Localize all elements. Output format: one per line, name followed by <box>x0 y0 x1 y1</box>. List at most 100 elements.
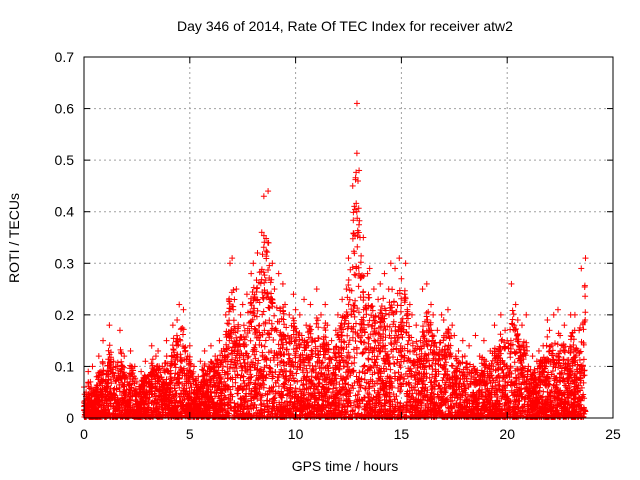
data-point <box>428 301 435 308</box>
data-point <box>345 255 352 262</box>
data-point <box>512 301 519 308</box>
y-tick-label: 0.4 <box>55 204 75 220</box>
data-point <box>322 301 329 308</box>
data-point <box>155 347 162 354</box>
data-point <box>387 260 394 267</box>
data-point <box>550 311 557 318</box>
data-point <box>546 327 553 334</box>
data-point <box>110 358 117 365</box>
data-point <box>138 368 145 375</box>
data-point <box>165 368 172 375</box>
data-point <box>561 322 568 329</box>
data-point <box>402 260 409 267</box>
data-point <box>334 311 341 318</box>
y-axis-title: ROTI / TECUs <box>6 193 22 283</box>
y-tick-label: 0.2 <box>55 307 75 323</box>
data-point <box>100 337 107 344</box>
y-tick-label: 0 <box>66 410 74 426</box>
data-point <box>328 337 335 344</box>
data-point <box>440 317 447 324</box>
data-point <box>571 311 578 318</box>
data-point <box>112 363 119 370</box>
data-point <box>87 378 94 385</box>
data-point <box>205 363 212 370</box>
data-point <box>430 311 437 318</box>
data-point <box>472 332 479 339</box>
data-point <box>451 332 458 339</box>
data-point <box>233 286 240 293</box>
x-axis-title: GPS time / hours <box>292 458 399 474</box>
data-point <box>176 301 183 308</box>
data-point <box>356 167 363 174</box>
data-point <box>142 358 149 365</box>
data-point <box>554 306 561 313</box>
data-point <box>544 317 551 324</box>
data-point <box>121 353 128 360</box>
axes: 0 5 10 15 20 25 0 0.1 0.2 0.3 0.4 0.5 0.6 0.7 <box>55 49 621 442</box>
data-point <box>265 188 272 195</box>
data-point <box>222 311 229 318</box>
data-point <box>292 306 299 313</box>
data-point <box>227 260 234 267</box>
data-point <box>502 327 509 334</box>
data-point <box>525 363 532 370</box>
data-point <box>169 322 176 329</box>
data-point <box>317 311 324 318</box>
data-point <box>148 342 155 349</box>
data-point <box>398 275 405 282</box>
data-point <box>385 286 392 293</box>
data-point <box>413 322 420 329</box>
data-point <box>186 342 193 349</box>
data-point <box>275 270 282 277</box>
y-tick-label: 0.1 <box>55 358 75 374</box>
data-point <box>133 378 140 385</box>
data-point <box>480 337 487 344</box>
data-point <box>535 347 542 354</box>
data-point <box>163 337 170 344</box>
data-point <box>313 286 320 293</box>
data-point <box>97 368 104 375</box>
data-point <box>260 193 267 200</box>
data-point <box>483 358 490 365</box>
data-point <box>301 296 308 303</box>
dense-marker-cloud <box>81 150 589 420</box>
data-point <box>396 255 403 262</box>
data-point <box>375 296 382 303</box>
data-point <box>557 332 564 339</box>
data-point <box>381 270 388 277</box>
y-tick-label: 0.7 <box>55 49 75 65</box>
data-point <box>434 327 441 334</box>
data-point <box>508 280 515 287</box>
data-point <box>195 373 202 380</box>
data-point <box>459 337 466 344</box>
data-point <box>279 280 286 287</box>
x-tick-label: 5 <box>186 426 194 442</box>
data-point <box>343 286 350 293</box>
data-point <box>106 322 113 329</box>
data-point <box>533 358 540 365</box>
data-point <box>582 255 589 262</box>
data-point <box>565 347 572 354</box>
data-point <box>131 363 138 370</box>
data-point <box>248 270 255 277</box>
data-point <box>207 342 214 349</box>
data-point <box>504 337 511 344</box>
data-point <box>93 373 100 380</box>
y-tick-label: 0.3 <box>55 255 75 271</box>
data-point <box>370 286 377 293</box>
data-point <box>406 301 413 308</box>
data-point <box>269 260 276 267</box>
data-point <box>282 301 289 308</box>
data-point <box>180 306 187 313</box>
x-tick-label: 0 <box>80 426 88 442</box>
data-point <box>239 301 246 308</box>
data-point <box>523 311 530 318</box>
data-points <box>81 100 589 396</box>
data-point <box>243 291 250 298</box>
data-point <box>89 363 96 370</box>
data-point <box>123 373 130 380</box>
data-point <box>392 265 399 272</box>
data-point <box>578 265 585 272</box>
data-point <box>360 234 367 241</box>
